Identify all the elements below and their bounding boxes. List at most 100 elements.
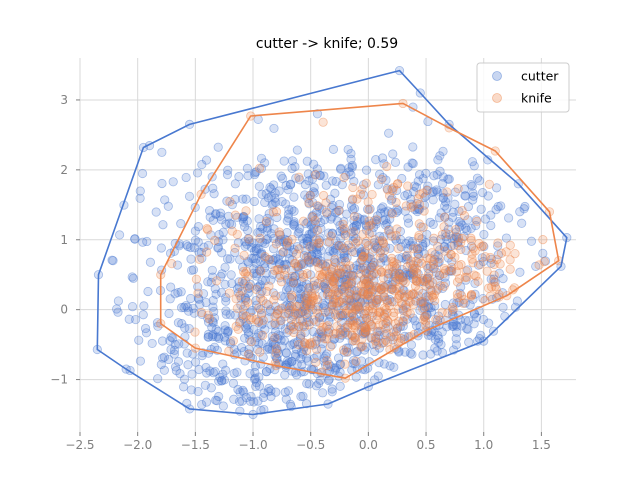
scatter-point (435, 270, 445, 281)
scatter-point (405, 348, 415, 358)
scatter-point (325, 246, 335, 256)
scatter-point (378, 202, 388, 212)
scatter-point (321, 351, 331, 361)
scatter-point (298, 259, 309, 269)
scatter-point (213, 332, 224, 342)
scatter-point (298, 281, 308, 291)
scatter-point (453, 293, 463, 303)
scatter-point (252, 377, 262, 388)
scatter-point (395, 226, 406, 236)
scatter-point (297, 306, 307, 317)
scatter-point (308, 293, 319, 303)
scatter-point (403, 254, 413, 264)
scatter-point (284, 205, 294, 215)
scatter-point (359, 214, 369, 224)
scatter-point (277, 196, 287, 207)
scatter-point (339, 248, 349, 259)
scatter-point (372, 340, 382, 350)
scatter-point (178, 382, 189, 392)
scatter-point (361, 313, 372, 323)
scatter-point (382, 161, 392, 172)
scatter-point (486, 254, 497, 264)
scatter-point (302, 298, 312, 309)
scatter-point (448, 320, 458, 330)
scatter-point (453, 260, 464, 271)
scatter-point (387, 209, 397, 219)
scatter-point (244, 349, 254, 359)
scatter-point (298, 234, 308, 244)
scatter-point (427, 248, 437, 258)
scatter-point (433, 337, 444, 347)
scatter-point (327, 340, 337, 350)
scatter-point (406, 202, 416, 213)
scatter-point (398, 304, 408, 314)
scatter-point (170, 339, 180, 350)
scatter-point (348, 271, 358, 281)
scatter-point (288, 339, 298, 349)
scatter-point (288, 247, 298, 257)
scatter-point (183, 360, 193, 370)
scatter-point (355, 316, 365, 326)
x-tick-label: −2.5 (65, 438, 94, 452)
scatter-point (225, 310, 235, 320)
scatter-point (206, 230, 216, 240)
scatter-point (211, 209, 221, 220)
scatter-point (346, 270, 357, 280)
scatter-point (375, 248, 385, 258)
scatter-point (387, 253, 397, 263)
scatter-point (427, 187, 438, 197)
scatter-point (279, 156, 289, 166)
scatter-point (440, 299, 450, 310)
scatter-point (263, 193, 273, 203)
scatter-point (350, 335, 360, 346)
scatter-point (302, 268, 312, 279)
scatter-point (270, 193, 280, 203)
scatter-point (383, 206, 393, 216)
scatter-point (238, 262, 248, 272)
scatter-point (273, 306, 283, 316)
scatter-point (328, 200, 338, 211)
scatter-point (370, 346, 380, 357)
scatter-point (331, 286, 341, 296)
scatter-point (409, 263, 419, 273)
scatter-point (361, 165, 372, 175)
scatter-point (314, 235, 324, 245)
scatter-point (411, 321, 422, 331)
scatter-point (312, 225, 323, 235)
scatter-point (356, 341, 366, 351)
scatter-point (254, 316, 264, 326)
scatter-point (286, 294, 296, 304)
scatter-point (347, 284, 357, 294)
scatter-point (443, 174, 453, 184)
scatter-point (324, 324, 334, 334)
scatter-point (160, 195, 170, 205)
scatter-point (247, 253, 257, 263)
scatter-point (352, 290, 362, 300)
scatter-point (339, 172, 349, 183)
scatter-point (261, 218, 271, 228)
scatter-point (461, 275, 471, 285)
scatter-point (190, 235, 201, 245)
x-axis: −2.5 −2.0 −1.5 −1.0 −0.5 0.0 0.5 1.0 1.5 (65, 432, 551, 452)
scatter-point (453, 184, 463, 194)
scatter-point (387, 256, 397, 266)
scatter-point (323, 228, 334, 238)
scatter-point (461, 245, 471, 256)
scatter-point (274, 305, 284, 315)
scatter-point (447, 256, 457, 267)
scatter-point (410, 316, 420, 326)
scatter-point (363, 295, 373, 305)
scatter-point (285, 285, 295, 295)
scatter-point (237, 286, 247, 296)
scatter-point (328, 276, 338, 287)
scatter-point (201, 397, 212, 407)
scatter-point (505, 264, 515, 274)
scatter-point (253, 345, 263, 355)
scatter-point (360, 246, 370, 256)
scatter-point (297, 349, 308, 359)
scatter-point (471, 220, 481, 231)
scatter-point (337, 297, 347, 307)
scatter-point (401, 252, 411, 262)
scatter-point (284, 254, 295, 264)
scatter-point (395, 273, 405, 283)
